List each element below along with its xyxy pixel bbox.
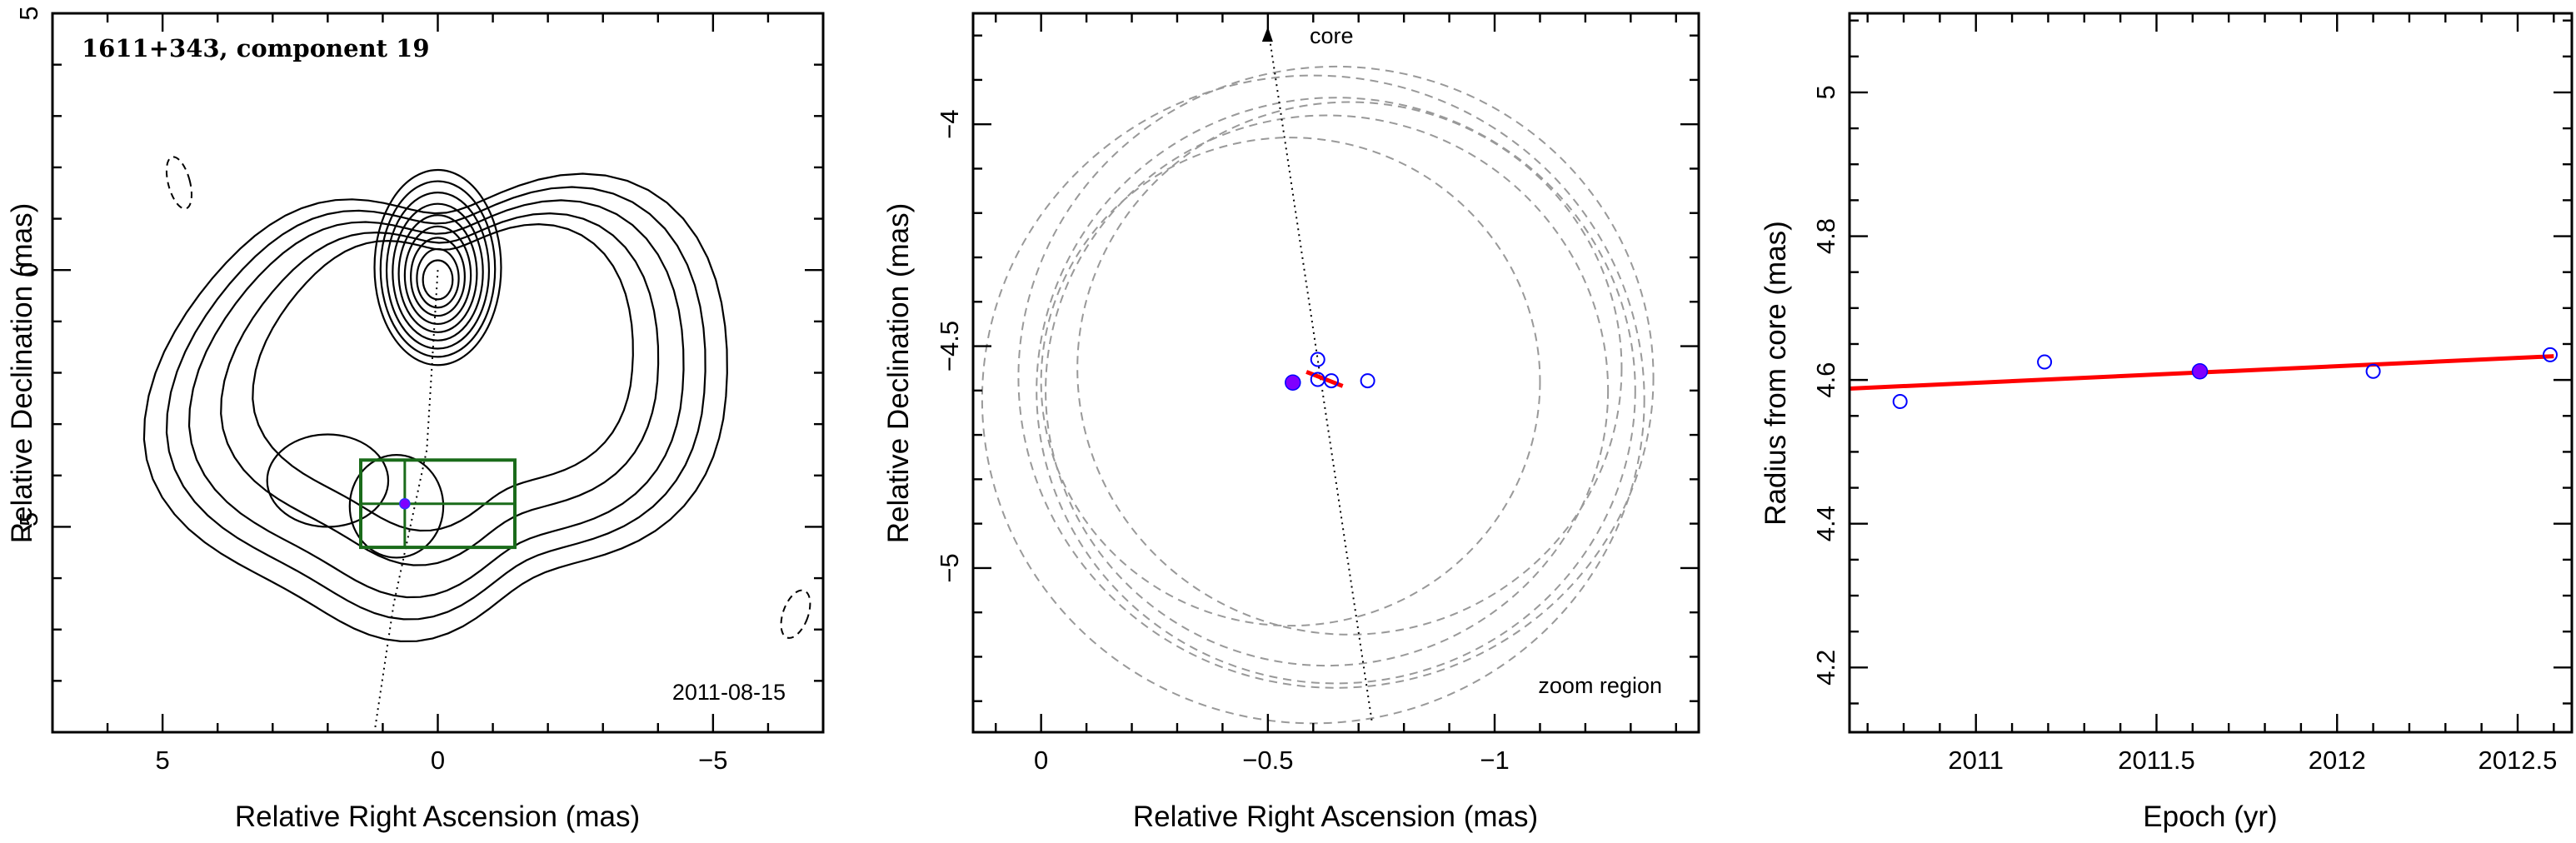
core-contour — [392, 202, 484, 342]
open-point — [1892, 394, 1908, 410]
uncertainty-circle — [1017, 65, 1655, 689]
x-tick-label: 0 — [1034, 746, 1048, 775]
y-tick-label: 4.2 — [1811, 650, 1840, 686]
plot-frame — [1848, 12, 2574, 734]
contour-level — [220, 212, 660, 566]
core-contour — [373, 168, 502, 367]
x-tick-label: −0.5 — [1242, 746, 1293, 775]
uncertainty-circle — [1076, 101, 1623, 636]
epoch-label: 2011-08-15 — [672, 680, 786, 705]
x-tick-label: 5 — [156, 746, 170, 775]
open-point — [1310, 352, 1325, 367]
negative-contour — [165, 156, 193, 210]
open-point — [2542, 347, 2558, 362]
y-tick-label: 5 — [1811, 85, 1840, 99]
uncertainty-circle — [981, 74, 1645, 725]
zoom-region-label: zoom region — [1538, 673, 1662, 698]
core-label: core — [1310, 23, 1354, 48]
y-tick-label: −4 — [935, 109, 964, 138]
panel-zoom-region: 0 −0.5 −1 −4 −4.5 −5 core zoom region Relativ… — [882, 12, 1700, 833]
component-point — [399, 497, 411, 510]
position-points — [1285, 352, 1375, 391]
y-tick-label: 5 — [14, 6, 43, 20]
y-tick-label: 0 — [14, 263, 43, 277]
x-tick-label: 2011 — [1948, 746, 2004, 775]
axis-ticks: 2011 2011.5 2012 2012.5 4.2 4.4 4.6 4.8 5 — [1811, 13, 2572, 775]
core-contour — [422, 259, 454, 301]
y-tick-label: −5 — [14, 512, 43, 541]
core-contour — [403, 225, 472, 326]
x-axis-label: Epoch (yr) — [2143, 801, 2277, 833]
uncertainty-circle — [1045, 114, 1610, 667]
x-tick-label: 2012.5 — [2479, 746, 2558, 775]
x-tick-label: −5 — [698, 746, 727, 775]
contour-lines — [142, 156, 811, 643]
y-axis-label: Radius from core (mas) — [1760, 221, 1792, 526]
y-tick-label: 4.4 — [1811, 506, 1840, 541]
contour-level — [187, 199, 685, 599]
x-tick-label: 2012 — [2309, 746, 2366, 775]
plot-frame — [971, 12, 1700, 734]
core-contour — [416, 247, 460, 309]
axis-ticks: 5 0 −5 5 0 −5 — [14, 6, 823, 775]
open-point — [2037, 354, 2053, 370]
zoom-box — [359, 458, 517, 550]
axis-ticks: 0 −0.5 −1 −4 −4.5 −5 — [935, 13, 1699, 775]
plot-frame — [51, 12, 825, 734]
uncertainty-circle — [1036, 97, 1636, 685]
panel-radius-epoch: 2011 2011.5 2012 2012.5 4.2 4.4 4.6 4.8 5 Epoch … — [1760, 12, 2574, 833]
component-contour — [348, 454, 445, 559]
contour-level — [252, 222, 634, 532]
core-contour — [379, 180, 497, 358]
inner-contour — [266, 433, 390, 528]
filled-point — [2191, 363, 2209, 380]
y-tick-label: 4.8 — [1811, 218, 1840, 254]
x-axis-label: Relative Right Ascension (mas) — [1133, 801, 1538, 833]
radius-points — [1892, 347, 2558, 410]
x-tick-label: 0 — [431, 746, 445, 775]
core-contour — [410, 237, 466, 317]
open-point — [1324, 373, 1340, 389]
ridge-line — [1266, 26, 1374, 724]
core-direction-line — [1261, 26, 1374, 724]
open-point — [2365, 363, 2381, 379]
panel-title: 1611+343, component 19 — [82, 34, 430, 62]
contour-level — [142, 172, 728, 643]
negative-contour — [780, 589, 811, 639]
y-axis-label: Relative Declination (mas) — [6, 203, 38, 543]
uncertainty-circle — [1040, 137, 1541, 627]
ridge-arrowhead — [1261, 26, 1273, 42]
ridge-path — [373, 270, 439, 733]
panel-contour-map: 5 0 −5 5 0 −5 1611+343, component 19 2011-08-… — [6, 6, 825, 833]
x-axis-label: Relative Right Ascension (mas) — [235, 801, 640, 833]
component-marker — [399, 497, 411, 510]
core-contour — [385, 192, 491, 350]
x-tick-label: 2011.5 — [2118, 746, 2195, 775]
y-tick-label: −4.5 — [935, 321, 964, 372]
filled-point — [1285, 374, 1301, 391]
y-axis-label: Relative Declination (mas) — [882, 203, 915, 543]
y-tick-label: 4.6 — [1811, 362, 1840, 398]
jet-ridge-line — [373, 270, 439, 733]
y-tick-label: −5 — [935, 553, 964, 582]
open-point — [1360, 373, 1375, 389]
x-tick-label: −1 — [1480, 746, 1509, 775]
uncertainty-circles — [981, 65, 1655, 725]
contour-level — [165, 186, 706, 621]
core-contour — [397, 214, 478, 333]
